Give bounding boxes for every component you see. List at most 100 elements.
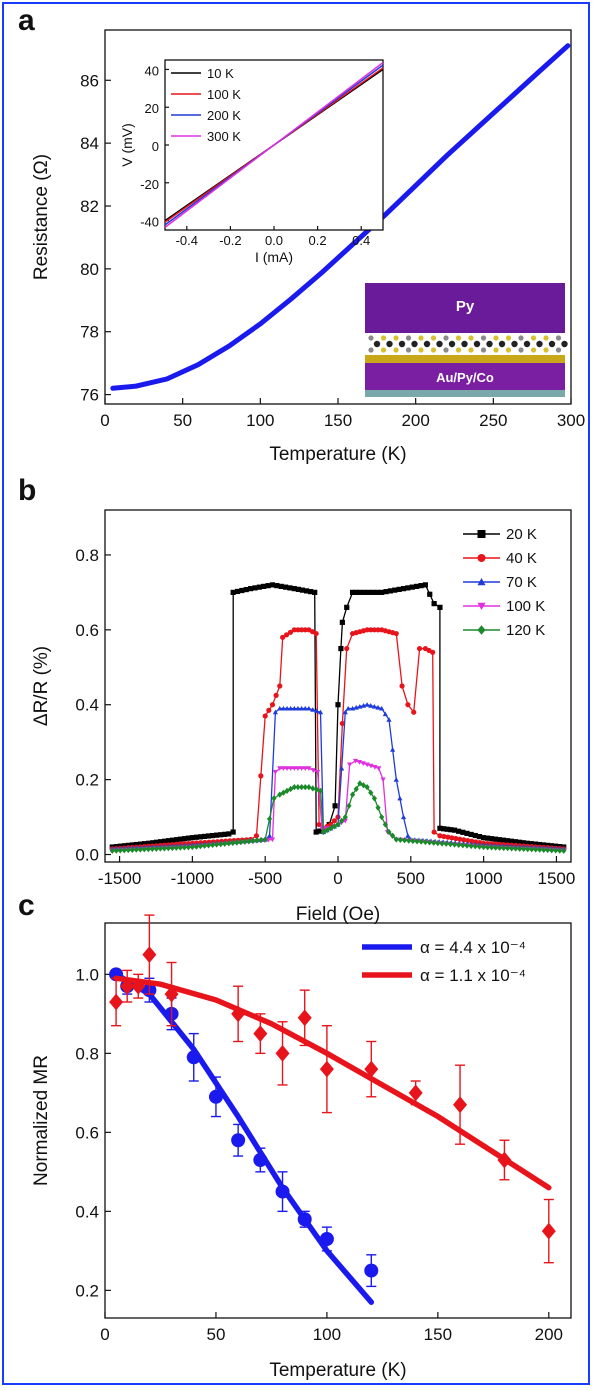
molecule-atom	[393, 335, 399, 341]
mr-point	[277, 766, 283, 771]
molecule-atom	[493, 335, 499, 341]
mr-point	[181, 836, 188, 842]
mr-point	[269, 702, 276, 708]
mr-point	[393, 630, 399, 637]
mr-point	[332, 803, 338, 809]
mr-point	[371, 627, 378, 633]
mr-data-point	[408, 1084, 423, 1102]
mr-point	[524, 840, 530, 846]
mr-point	[375, 704, 381, 710]
mr-point	[504, 838, 511, 844]
mr-point	[284, 705, 290, 711]
mr-point	[533, 846, 539, 853]
mr-point	[536, 841, 543, 848]
mr-point	[444, 826, 450, 832]
molecule-atom	[405, 335, 412, 341]
x-axis-title: I (mA)	[255, 249, 293, 265]
molecule-atom	[386, 340, 393, 348]
mr-point	[133, 846, 139, 853]
mr-point	[181, 844, 187, 851]
mr-point	[173, 837, 180, 843]
mr-point	[310, 785, 316, 792]
mr-point	[349, 589, 356, 595]
mr-point	[393, 777, 399, 782]
mr-point	[437, 833, 443, 839]
mr-point	[473, 839, 479, 845]
mr-point	[272, 709, 278, 715]
mr-point	[461, 837, 467, 843]
mr-point	[364, 783, 370, 791]
mr-point	[291, 783, 297, 791]
mr-point	[308, 589, 314, 595]
mr-point	[277, 683, 283, 689]
mr-point	[368, 627, 374, 633]
mr-point	[532, 841, 539, 847]
mr-point	[357, 589, 363, 595]
mr-point	[312, 589, 318, 595]
mr-point	[496, 837, 503, 843]
mr-point	[288, 785, 294, 793]
mr-point	[505, 845, 511, 852]
mr-point	[441, 833, 447, 840]
mr-point	[302, 783, 308, 791]
mr-point	[401, 837, 408, 844]
py-layer-label: Py	[456, 298, 475, 315]
mr-point	[280, 789, 286, 796]
mr-point	[364, 627, 370, 633]
y-tick-label: 76	[80, 386, 99, 405]
mr-point	[137, 841, 144, 847]
molecule-atom	[368, 335, 374, 341]
mr-point	[451, 827, 458, 833]
x-tick-label: 50	[206, 1325, 225, 1344]
mr-point	[386, 828, 392, 836]
panel-a-inset: -0.4 -0.2 0.0 0.2 0.4 -40 -20 0 20 40 I (mA) V (mV)…	[119, 59, 384, 265]
molecule-atom	[530, 347, 537, 353]
mr-point	[352, 758, 359, 764]
mr-point	[298, 766, 305, 771]
mr-point	[117, 847, 123, 854]
mr-point	[353, 785, 359, 793]
device-schematic: Py Au/Py/Co	[365, 283, 568, 397]
y-tick-label: 0.4	[75, 1202, 99, 1221]
mr-point	[493, 844, 499, 851]
mr-point	[537, 846, 543, 853]
molecule-atom	[511, 340, 518, 348]
y-tick-label: -20	[140, 177, 159, 192]
mr-point	[157, 845, 163, 852]
mr-point	[335, 821, 341, 828]
resistance-curve	[110, 43, 571, 391]
mr-point	[383, 589, 389, 595]
x-tick-label: 50	[173, 411, 192, 430]
mr-data-point	[275, 1044, 290, 1062]
x-tick-label: 250	[479, 411, 507, 430]
mr-point	[265, 583, 271, 589]
mr-point	[189, 843, 195, 851]
mr-point	[437, 825, 443, 831]
mr-point	[197, 834, 204, 840]
y-tick-label: 82	[80, 197, 99, 216]
mr-point	[153, 845, 159, 852]
mr-point	[314, 708, 320, 714]
molecule-atom	[505, 335, 512, 341]
mr-point	[371, 795, 378, 802]
mr-point	[453, 835, 459, 842]
mr-point	[250, 837, 256, 844]
mr-point	[387, 588, 394, 594]
mr-point	[266, 833, 273, 838]
mr-data-point	[231, 1133, 246, 1148]
mr-point	[258, 773, 264, 779]
mr-point	[313, 630, 319, 637]
mr-point	[121, 847, 127, 854]
mr-point	[161, 845, 167, 852]
mr-point	[392, 587, 398, 593]
legend-label: 20 K	[506, 526, 537, 543]
mr-point	[346, 802, 352, 809]
molecule-atom	[523, 340, 531, 348]
mr-data-point	[231, 1005, 246, 1023]
mr-point	[129, 846, 135, 853]
mr-point	[360, 782, 367, 789]
y-tick-label: 0.8	[75, 546, 99, 565]
mr-point	[342, 813, 348, 821]
mr-point	[177, 844, 183, 851]
mr-point	[525, 845, 531, 853]
